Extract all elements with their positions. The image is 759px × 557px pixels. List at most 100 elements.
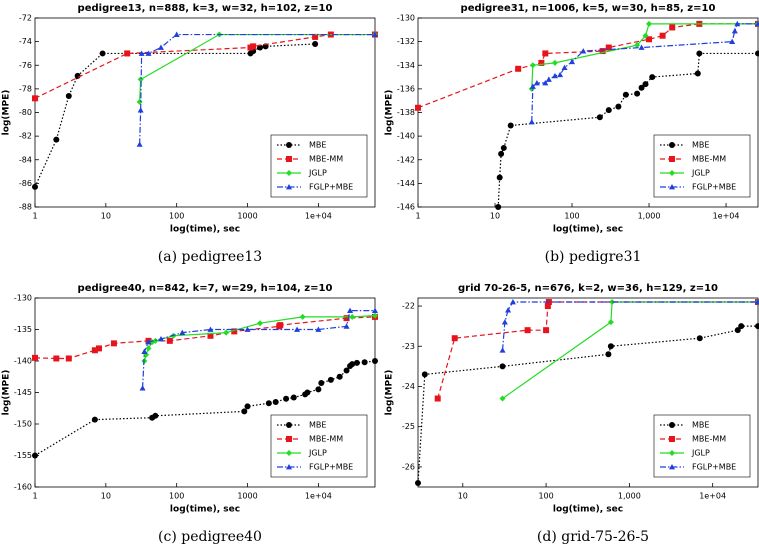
panel: pedigree40, n=842, k=7, w=29, h=104, z=1… [2,283,378,545]
point [649,74,656,81]
y-tick-label: -88 [19,203,32,212]
point [173,31,180,37]
caption: (b) pedigre31 [545,249,642,265]
legend-label: FGLP+MBE [309,463,353,472]
legend-marker [669,142,675,148]
y-tick-label: -26 [402,462,415,471]
point [152,337,159,344]
point [336,373,343,380]
point [145,50,152,56]
panel: grid 70-26-5, n=676, k=2, w=36, h=129, z… [385,283,759,545]
point [141,348,148,354]
point [755,50,759,57]
point [607,343,614,350]
point [634,42,641,49]
legend-marker [669,184,675,190]
legend-label: FGLP+MBE [692,463,736,472]
point [99,50,106,57]
series-line [34,33,375,99]
point [499,347,506,353]
point [638,84,645,91]
x-axis-label: log(time), sec [553,225,623,235]
legend-label: FGLP+MBE [692,183,736,192]
point [343,323,350,329]
y-tick-label: -80 [19,108,32,117]
point [515,65,522,72]
y-tick-label: -24 [402,382,415,391]
point [315,326,322,332]
point [696,50,703,57]
point [500,144,507,151]
point [349,361,356,368]
x-tick-label: 1000 [237,492,257,501]
point [110,340,117,347]
legend-label: MBE-MM [309,435,343,444]
point [505,307,512,313]
x-tick-label: 10 [458,492,468,501]
point [734,20,741,27]
chart-title: pedigree40, n=842, k=7, w=29, h=104, z=1… [78,283,333,294]
y-tick-label: -155 [14,451,32,460]
y-tick-label: -140 [14,357,32,366]
legend-label: MBE [692,141,709,150]
x-tick-label: 1e+04 [305,492,332,501]
point [312,40,319,47]
point [207,326,214,332]
point [315,386,322,393]
legend-marker [286,184,292,190]
y-tick-label: -86 [19,179,32,188]
y-tick-label: -76 [19,61,32,70]
y-tick-label: -150 [14,420,32,429]
legend-marker [286,450,292,456]
series-line [417,23,758,109]
point [659,32,666,39]
y-tick-label: -144 [397,179,415,188]
y-axis-label: log(MPE) [2,370,12,416]
y-tick-label: -136 [397,84,415,93]
point [415,104,421,111]
legend-label: MBE-MM [309,155,343,164]
x-tick-label: 100 [564,212,579,221]
point [421,371,428,378]
legend-label: MBE [309,421,326,430]
legend-marker [286,170,292,176]
caption: (d) grid-75-26-5 [537,529,649,545]
y-axis-label: log(MPE) [385,370,395,416]
point [634,90,641,97]
x-tick-label: 10 [101,492,111,501]
point [734,327,741,334]
point [372,31,378,37]
legend-label: JGLP [308,169,327,178]
point [152,412,159,419]
legend: MBE MBE-MM JGLP FGLP+MBE [653,414,751,478]
point [91,347,98,354]
plot-frame [417,297,759,488]
legend: MBE MBE-MM JGLP FGLP+MBE [270,414,368,478]
series-line [497,52,758,208]
point [65,355,72,362]
legend-label: FGLP+MBE [309,183,353,192]
y-tick-label: -25 [402,422,415,431]
caption: (c) pedigree40 [158,529,262,545]
y-tick-label: -135 [14,325,32,334]
x-tick-label: 100 [169,212,184,221]
point [32,354,38,361]
series-line [531,23,758,122]
point [551,59,558,66]
point [327,376,334,383]
point [609,299,616,306]
legend-marker [669,450,675,456]
point [372,312,378,319]
point [533,79,540,86]
point [498,150,505,157]
y-tick-label: -138 [397,108,415,117]
point [353,359,360,366]
legend-marker [669,436,675,442]
point [529,62,536,69]
panel: pedigree13, n=888, k=3, w=32, h=102, z=1… [2,3,378,265]
point [166,337,173,344]
point [451,335,458,342]
point [179,329,186,336]
point [32,95,38,102]
